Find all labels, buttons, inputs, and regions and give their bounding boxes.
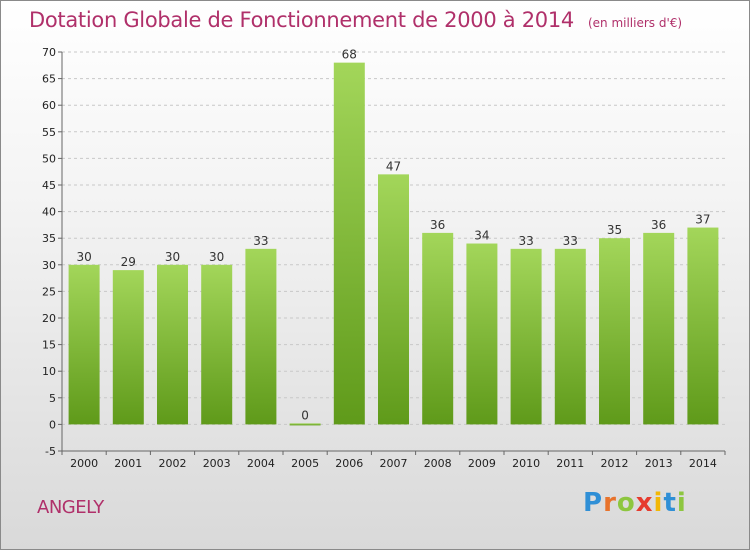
axes: -5 0 5 10 15 20 25 30 35 40 45 50 55 60 65 70 2000 2001 20…: [42, 46, 726, 470]
data-label: 35: [607, 223, 622, 237]
y-tick-label: 40: [42, 206, 56, 219]
data-label: 30: [76, 250, 91, 264]
x-tick-label: 2003: [203, 457, 231, 470]
x-tick-label: 2001: [114, 457, 142, 470]
y-tick-label: -5: [45, 445, 56, 458]
y-tick-label: 55: [42, 126, 56, 139]
logo-letter: t: [663, 488, 677, 518]
bar: [333, 62, 365, 425]
y-tick-label: 35: [42, 232, 56, 245]
bar: [378, 174, 409, 425]
x-tick-label: 2002: [159, 457, 187, 470]
data-label: 33: [563, 234, 578, 248]
data-label: 30: [209, 250, 224, 264]
y-tick-label: 5: [49, 392, 56, 405]
x-tick-label: 2014: [689, 457, 717, 470]
y-tick-label: 25: [42, 285, 56, 298]
data-label: 30: [165, 250, 180, 264]
x-tick-label: 2007: [380, 457, 408, 470]
bar: [245, 248, 277, 425]
bars: [68, 62, 719, 426]
data-label: 36: [430, 218, 445, 232]
data-label: 37: [695, 213, 710, 227]
x-tick-label: 2008: [424, 457, 452, 470]
x-tick-label: 2009: [468, 457, 496, 470]
logo-letter: x: [635, 488, 654, 518]
y-tick-label: 15: [42, 339, 56, 352]
logo-letter: i: [676, 488, 687, 518]
town-name: ANGELY: [37, 497, 104, 518]
y-tick-label: 50: [42, 152, 56, 165]
logo-letter: o: [616, 488, 636, 518]
data-label: 47: [386, 159, 401, 173]
bar: [687, 227, 719, 425]
y-tick-label: 0: [49, 418, 56, 431]
x-tick-label: 2012: [601, 457, 629, 470]
data-label: 33: [253, 234, 268, 248]
x-tick-label: 2004: [247, 457, 275, 470]
bar: [422, 232, 454, 425]
bar: [68, 264, 100, 425]
y-tick-label: 10: [42, 365, 56, 378]
bar: [510, 248, 542, 425]
bar: [112, 270, 144, 425]
chart-title: Dotation Globale de Fonctionnement de 20…: [29, 8, 682, 32]
x-tick-label: 2006: [335, 457, 363, 470]
proxiti-logo: Proxiti: [583, 488, 687, 518]
y-tick-label: 70: [42, 46, 56, 59]
x-tick-label: 2000: [70, 457, 98, 470]
data-label: 33: [518, 234, 533, 248]
bar: [289, 423, 321, 426]
x-tick-label: 2005: [291, 457, 319, 470]
chart-title-text: Dotation Globale de Fonctionnement de 20…: [29, 8, 574, 32]
bar: [643, 232, 675, 425]
y-tick-label: 60: [42, 99, 56, 112]
bar: [554, 248, 586, 425]
y-tick-label: 65: [42, 73, 56, 86]
y-tick-label: 45: [42, 179, 56, 192]
logo-letter: i: [653, 488, 664, 518]
data-label: 29: [121, 255, 136, 269]
bar: [466, 243, 498, 425]
x-tick-label: 2013: [645, 457, 673, 470]
y-tick-label: 30: [42, 259, 56, 272]
x-tick-label: 2011: [556, 457, 584, 470]
bar: [157, 264, 188, 425]
x-tick-label: 2010: [512, 457, 540, 470]
data-label: 0: [301, 408, 309, 422]
data-label: 34: [474, 229, 489, 243]
bar: [201, 264, 233, 425]
logo-letter: r: [603, 488, 617, 518]
chart-unit: (en milliers d'€): [587, 16, 683, 30]
value-labels: 30 29 30 30 33 0 68 47 36 34 33 33 35 36 37: [76, 48, 710, 423]
logo-letter: P: [583, 488, 604, 518]
bar: [599, 238, 630, 425]
data-label: 68: [342, 48, 357, 62]
y-tick-label: 20: [42, 312, 56, 325]
data-label: 36: [651, 218, 666, 232]
